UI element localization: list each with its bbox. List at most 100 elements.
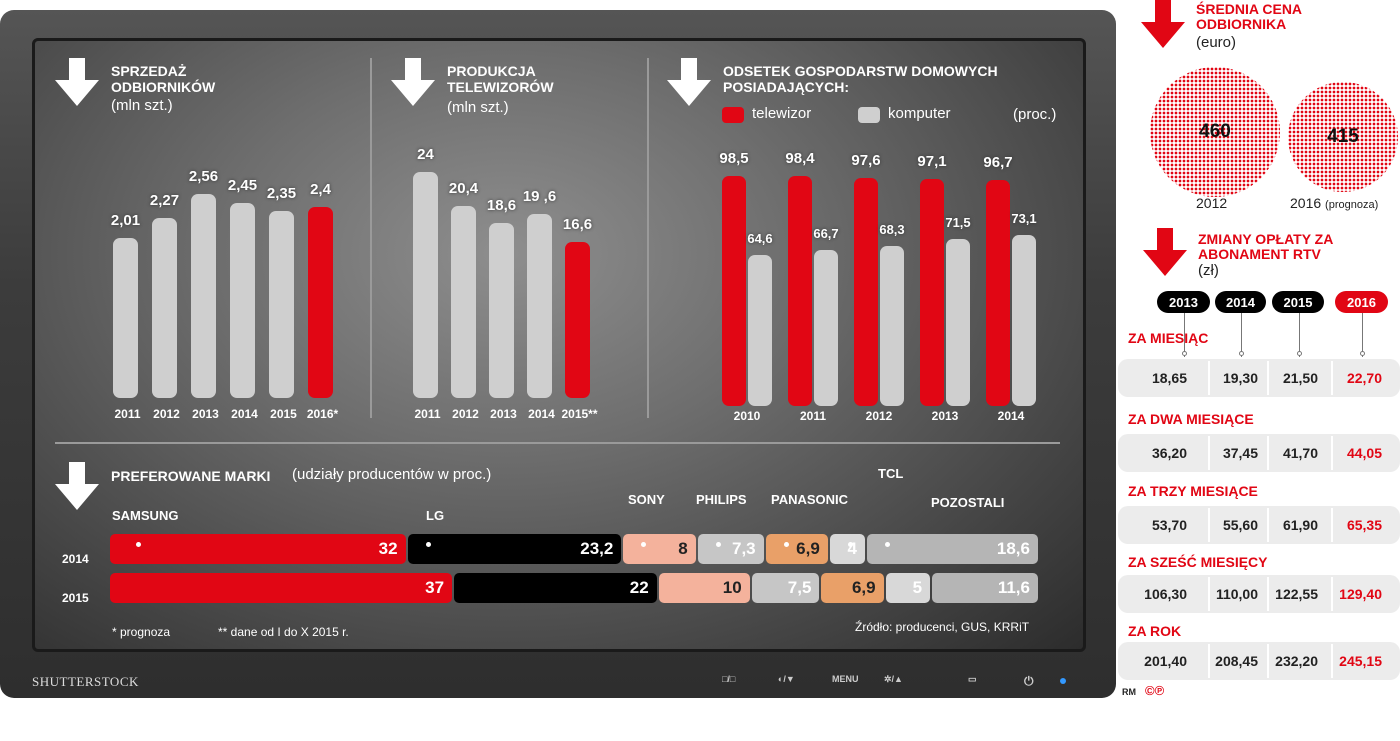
bar-value-label: 68,3	[879, 222, 905, 238]
bar-value-label: 66,7	[813, 225, 839, 241]
cell-divider	[1208, 577, 1210, 611]
bar-telewizor	[986, 179, 1010, 406]
price-title: ŚREDNIA CENA ODBIORNIKA	[1196, 1, 1302, 32]
table-cell: 41,70	[1282, 445, 1318, 461]
rtv-unit: (zł)	[1198, 262, 1219, 279]
marker-dot	[1297, 351, 1302, 356]
bar-value-label: 2,45	[227, 177, 258, 195]
forecast-note: * prognoza	[112, 625, 171, 639]
price-year-2016-note: (prognoza)	[1325, 199, 1379, 211]
bar	[230, 203, 255, 398]
marker-dot	[1182, 351, 1187, 356]
arrow-down-icon	[391, 58, 435, 106]
brand-bar-segment: 8	[623, 534, 696, 564]
brand-label: PANASONIC	[771, 492, 849, 507]
bar-value-label: 2,35	[266, 185, 297, 203]
x-tick-label: 2013	[931, 409, 959, 423]
bar-komputer	[814, 249, 838, 406]
table-cell: 232,20	[1275, 653, 1318, 669]
marker-dot	[136, 542, 141, 547]
bar-telewizor	[920, 178, 944, 406]
power-led	[1060, 678, 1066, 684]
cell-divider	[1208, 436, 1210, 470]
cell-divider	[1331, 577, 1333, 611]
year-pill-2016: 2016	[1335, 291, 1388, 313]
bar-value-label: 64,6	[747, 230, 773, 246]
power-icon: ⏻	[1024, 674, 1034, 688]
production-title: PRODUKCJA TELEWIZORÓW	[447, 63, 554, 95]
x-tick-label: 2015**	[561, 407, 598, 421]
price-unit: (euro)	[1196, 34, 1237, 51]
cell-divider	[1267, 508, 1269, 542]
brand-bar-segment: 18,6	[867, 534, 1038, 564]
bar-komputer	[748, 254, 772, 406]
connector-line	[1362, 313, 1363, 357]
price-year-2016: 2016 (prognoza)	[1290, 195, 1378, 211]
table-cell: 122,55	[1275, 586, 1318, 602]
divider	[647, 58, 649, 418]
bar-value-label: 98,5	[719, 149, 749, 167]
brand-label: LG	[426, 508, 445, 523]
table-cell: 65,35	[1346, 517, 1382, 533]
bar-value-label: 97,1	[917, 152, 947, 170]
table-cell: 110,00	[1215, 586, 1258, 602]
table-row	[1118, 434, 1400, 472]
table-cell: 21,50	[1282, 370, 1318, 386]
brand-label: SAMSUNG	[112, 508, 179, 523]
rm-credit: RM	[1122, 687, 1136, 697]
table-cell: 18,65	[1151, 370, 1187, 386]
legend-swatch-komputer	[858, 107, 880, 123]
cell-divider	[1267, 436, 1269, 470]
table-cell: 61,90	[1282, 517, 1318, 533]
price-year-2016-label: 2016	[1290, 195, 1322, 211]
brand-bar-segment: 7,3	[697, 534, 764, 564]
brand-bar-segment: 37	[110, 573, 453, 603]
year-pill-2013: 2013	[1157, 291, 1210, 313]
marker-dot	[1360, 351, 1365, 356]
bar-value-label: 20,4	[448, 180, 479, 198]
x-tick-label: 2012	[153, 407, 180, 421]
table-cell: 106,30	[1144, 586, 1187, 602]
bar-value-label: 2,01	[110, 212, 141, 230]
price-value-2012: 460	[1199, 121, 1231, 142]
x-tick-label: 2015	[270, 407, 297, 421]
bar-value-label: 2,4	[310, 181, 331, 199]
production-unit: (mln szt.)	[447, 99, 509, 116]
table-cell: 245,15	[1339, 653, 1382, 669]
cell-divider	[1208, 644, 1210, 678]
sales-title: SPRZEDAŻ ODBIORNIKÓW	[111, 63, 216, 95]
table-cell: 208,45	[1215, 653, 1258, 669]
brands-subtitle: (udziały producentów w proc.)	[292, 466, 492, 483]
brand-bar-segment: 23,2	[407, 534, 622, 564]
cell-divider	[1331, 436, 1333, 470]
rtv-title: ZMIANY OPŁATY ZA ABONAMENT RTV	[1198, 231, 1333, 262]
cell-divider	[1267, 577, 1269, 611]
marker-dot	[425, 542, 431, 547]
table-cell: 129,40	[1339, 586, 1382, 602]
households-title: ODSETEK GOSPODARSTW DOMOWYCH POSIADAJĄCY…	[723, 63, 998, 95]
table-cell: 201,40	[1144, 653, 1187, 669]
households-unit: (proc.)	[1013, 106, 1057, 123]
bar-telewizor	[788, 175, 812, 406]
x-tick-label: 2013	[192, 407, 219, 421]
bar-value-label: 71,5	[945, 214, 971, 230]
bar-value-label: 18,6	[486, 197, 517, 215]
divider	[55, 442, 1060, 444]
menu-button: MENU	[832, 674, 859, 684]
table-row	[1118, 359, 1400, 397]
cell-divider	[1267, 644, 1269, 678]
price-circle-2016: 415	[1288, 82, 1398, 192]
arrow-down-icon	[55, 462, 99, 510]
brand-bar-segment: 6,9	[821, 573, 884, 603]
bar-telewizor	[854, 177, 878, 406]
bar	[527, 213, 552, 398]
marker-dot	[715, 542, 721, 547]
marker-dot	[641, 542, 647, 547]
row-label: ZA SZEŚĆ MIESIĘCY	[1128, 554, 1268, 570]
brands-title: PREFEROWANE MARKI	[111, 468, 271, 484]
brand-label: TCL	[878, 466, 904, 481]
table-cell: 37,45	[1222, 445, 1258, 461]
marker-dot	[885, 542, 891, 547]
price-year-2012: 2012	[1196, 195, 1228, 211]
bar-value-label: 73,1	[1011, 210, 1037, 226]
